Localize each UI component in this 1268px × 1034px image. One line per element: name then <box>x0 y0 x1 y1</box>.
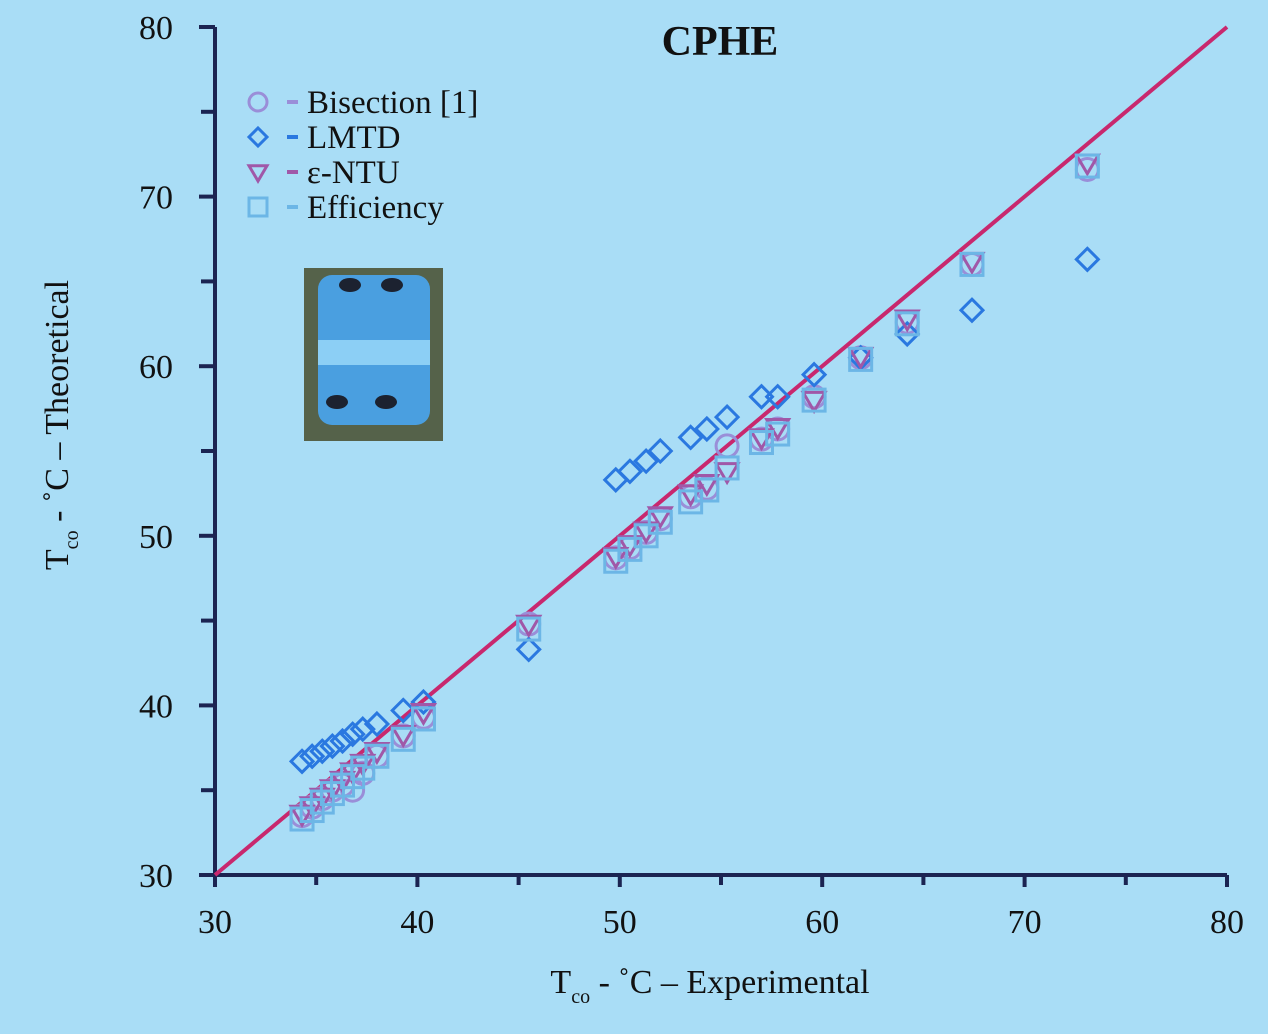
marker <box>410 706 436 732</box>
marker <box>764 383 791 410</box>
y-tick-label: 40 <box>139 688 173 725</box>
marker <box>764 418 792 442</box>
marker <box>409 702 438 727</box>
x-tick-label: 80 <box>1210 904 1244 941</box>
y-tick-label: 60 <box>139 349 173 386</box>
marker <box>516 616 542 642</box>
marker <box>677 424 704 451</box>
legend-label: Efficiency <box>307 190 444 226</box>
reference-line <box>213 25 1229 877</box>
series-square <box>289 153 1100 832</box>
chart-title: CPHE <box>662 19 779 65</box>
marker <box>633 523 659 549</box>
y-tick-label: 80 <box>139 10 173 47</box>
marker <box>363 741 391 766</box>
marker <box>616 458 644 485</box>
marker <box>410 688 437 716</box>
y-tick-label: 70 <box>139 180 173 217</box>
x-label-text: - ˚C – Experimental <box>590 964 869 1001</box>
y-tick-label: 30 <box>139 858 173 895</box>
marker <box>309 738 336 765</box>
x-tick-label: 50 <box>603 904 637 941</box>
marker <box>714 455 740 481</box>
marker <box>364 743 390 769</box>
marker <box>329 727 356 755</box>
x-axis-label: Tco - ˚C – Experimental <box>550 964 869 1008</box>
marker <box>848 346 874 372</box>
marker <box>515 614 543 638</box>
marker <box>1074 153 1100 179</box>
inset-photo <box>304 268 443 441</box>
marker <box>646 506 674 530</box>
marker <box>617 536 643 562</box>
marker <box>299 743 326 770</box>
marker <box>748 430 774 456</box>
marker <box>390 726 416 752</box>
marker <box>894 311 920 337</box>
marker <box>800 361 828 388</box>
marker <box>893 309 921 333</box>
y-tick-label: 50 <box>139 519 173 556</box>
y-axis-label: Tco - ˚C – Theoretical <box>39 280 83 570</box>
marker <box>959 251 985 277</box>
marker <box>339 721 366 748</box>
marker <box>801 387 827 413</box>
marker <box>319 732 346 760</box>
x-tick-label: 60 <box>805 904 839 941</box>
marker <box>765 421 791 447</box>
marker <box>800 390 828 415</box>
marker <box>713 462 741 486</box>
marker <box>693 474 721 498</box>
x-label-symbol: T <box>550 964 571 1001</box>
legend-label: ε-NTU <box>307 155 400 191</box>
marker <box>363 710 391 738</box>
y-label-symbol: T <box>39 549 76 570</box>
x-label-subscript: co <box>571 986 590 1008</box>
marker <box>694 477 720 503</box>
legend-marker <box>247 196 269 218</box>
marker <box>693 415 720 443</box>
marker <box>602 546 630 571</box>
marker <box>1074 246 1101 273</box>
legend-marker <box>246 125 270 149</box>
y-label-text: - ˚C – Theoretical <box>39 280 76 531</box>
y-label-subscript: co <box>61 530 83 549</box>
marker <box>632 448 660 475</box>
marker <box>894 320 921 348</box>
marker <box>647 437 674 465</box>
marker <box>389 725 417 749</box>
x-tick-label: 70 <box>1008 904 1042 941</box>
marker <box>958 297 986 324</box>
legend-label: Bisection [1] <box>307 85 478 121</box>
legend-marker <box>246 164 270 184</box>
x-tick-label: 30 <box>198 904 232 941</box>
marker <box>515 636 542 663</box>
marker <box>349 716 376 743</box>
x-tick-label: 40 <box>400 904 434 941</box>
legend-label: LMTD <box>307 120 401 156</box>
legend-marker <box>247 91 269 113</box>
marker <box>647 509 673 535</box>
marker <box>288 748 316 775</box>
marker <box>713 403 741 431</box>
marker <box>390 697 417 724</box>
